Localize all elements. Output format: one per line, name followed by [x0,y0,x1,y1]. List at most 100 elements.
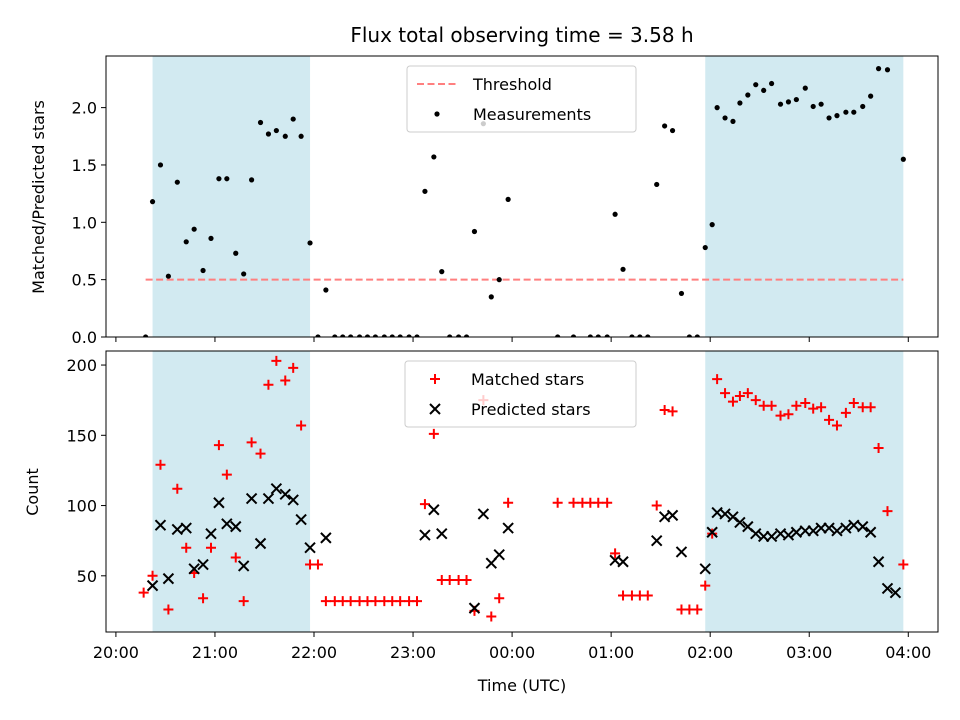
matched-stars-point [700,580,711,591]
predicted-stars-point [831,525,843,537]
measurement-point [722,115,728,121]
measurement-point [422,188,428,194]
measurement-point [737,100,743,106]
predicted-stars-point [666,509,679,522]
top-panel: 0.0 0.5 1.0 1.5 2.0 Threshold Measurements [72,55,939,347]
measurement-point [496,277,502,283]
legend-label: Measurements [473,105,591,124]
predicted-stars-point [436,527,448,540]
matched-stars-point [312,559,323,570]
predicted-stars-point [650,534,663,547]
measurement-point [810,103,816,110]
predicted-stars-point [205,527,217,540]
measurement-point [191,226,197,232]
measurement-point [265,131,272,137]
measurement-point [702,244,708,251]
bottom-panel: 50 100 150 200 20:00 21:00 22:00 23:00 00:00 01:0… [66,350,939,662]
predicted-stars-point [237,560,250,572]
matched-stars-point [419,499,430,510]
measurement-point [456,334,462,337]
measurement-point [471,228,478,235]
matched-stars-point [742,388,753,399]
predicted-stars-point [823,522,835,534]
predicted-stars-point [188,563,200,575]
measurement-point [414,334,420,337]
matched-stars-point [213,440,224,451]
matched-stars-point [602,497,613,508]
matched-stars-point [155,459,166,470]
predicted-stars-point [304,541,316,554]
measurement-point [753,82,759,88]
predicted-stars-point [864,526,877,538]
measurement-point [323,287,329,293]
predicted-stars-point [675,546,688,558]
measurement-point [761,87,767,94]
x-axis-title: Time (UTC) [477,676,566,695]
matched-stars-point [848,397,859,408]
matched-stars-point [181,542,192,553]
measurement-point [364,334,371,337]
matched-stars-point [138,587,149,598]
predicted-stars-point [221,518,233,530]
measurement-point [200,267,206,274]
matched-stars-point [280,375,291,386]
predicted-stars-point [889,586,902,599]
matched-stars-point [791,400,802,411]
matched-stars-point [882,506,893,517]
predicted-stars-point [848,519,860,531]
matched-stars-point [800,397,811,408]
measurement-point [654,181,660,188]
predicted-stars-point [197,558,209,571]
measurement-point [282,133,288,139]
matched-stars-point [610,548,621,559]
measurement-point [463,334,470,337]
matched-stars-point [618,590,629,601]
measurement-point [224,176,230,182]
measurement-point [851,109,857,115]
measurement-point [273,127,279,134]
matched-stars-point [898,559,909,570]
predicted-stars-point [295,513,307,526]
predicted-stars-point [750,527,762,540]
measurement-point [570,334,577,337]
y-tick-label: 1.5 [72,156,97,175]
y-tick-label: 0.5 [72,271,97,290]
measurement-point [802,85,808,91]
matched-stars-point [461,575,472,586]
measurement-point [769,80,775,87]
predicted-stars-point [270,482,283,495]
y-tick-label: 0.0 [72,328,97,347]
matched-stars-point [766,400,777,411]
shaded-interval [705,351,904,632]
matched-stars-point [720,388,731,399]
measurement-point [826,115,832,121]
measurement-point [686,334,692,337]
x-tick-label: 21:00 [192,643,238,662]
measurement-point [149,199,156,205]
measurement-point [678,290,685,297]
measurement-point [875,66,882,72]
x-tick-label: 02:00 [687,643,733,662]
predicted-stars-point [699,563,711,575]
top-y-axis-title: Matched/Predicted stars [29,100,48,294]
matched-stars-point [198,593,209,604]
measurement-point [447,334,453,337]
matched-stars-point [568,497,579,508]
matched-stars-point [831,420,842,431]
bottom-y-axis-title: Count [23,468,42,516]
predicted-stars-point [477,508,490,520]
measurement-point [637,334,643,337]
measurement-point [332,334,338,337]
legend-matched-swatch [430,374,440,384]
matched-stars-point [444,575,455,586]
measurement-point [165,273,171,279]
measurement-point [843,109,849,115]
axes-frame [105,55,939,338]
measurement-point [595,334,601,337]
predicted-stars-point [254,537,267,550]
predicted-stars-point [245,492,258,505]
shaded-interval [152,351,311,632]
shaded-interval [152,56,311,337]
matched-stars-point [808,403,819,414]
predicted-stars-point [162,572,175,585]
